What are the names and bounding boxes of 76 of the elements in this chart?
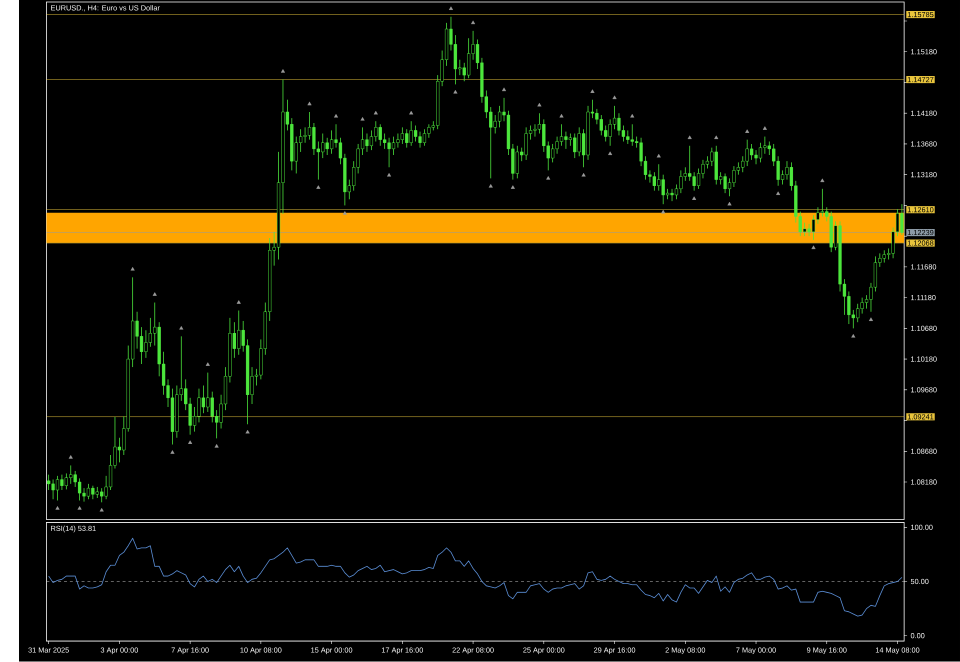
point xyxy=(762,126,767,130)
point xyxy=(236,300,241,304)
point xyxy=(448,6,454,10)
point xyxy=(68,455,73,459)
candlestick xyxy=(754,150,758,165)
point xyxy=(409,111,414,115)
point xyxy=(661,210,666,214)
point xyxy=(100,508,104,512)
candlestick xyxy=(696,168,700,190)
point xyxy=(55,506,60,510)
point xyxy=(206,362,210,366)
point xyxy=(307,102,312,106)
candlestick xyxy=(422,128,426,146)
candlestick xyxy=(365,133,369,152)
point xyxy=(510,185,515,190)
point xyxy=(152,292,157,296)
candlestick xyxy=(396,133,400,148)
point xyxy=(776,192,780,196)
candlestick xyxy=(560,124,564,146)
point xyxy=(342,211,347,215)
candlestick xyxy=(51,479,55,500)
candlestick xyxy=(617,112,621,136)
point xyxy=(334,114,338,118)
candlestick xyxy=(732,166,736,188)
point xyxy=(214,444,219,448)
point xyxy=(170,450,174,454)
point xyxy=(471,20,476,24)
candlestick xyxy=(670,188,674,202)
point xyxy=(453,90,458,94)
candlestick xyxy=(312,122,316,156)
candlestick xyxy=(392,136,396,156)
point xyxy=(745,129,750,134)
point xyxy=(851,334,856,338)
point xyxy=(78,506,82,510)
point xyxy=(488,184,493,188)
point xyxy=(360,117,365,121)
point xyxy=(188,440,192,444)
point xyxy=(727,202,732,206)
point xyxy=(374,111,378,115)
point xyxy=(582,173,586,177)
point xyxy=(130,267,135,271)
candlestick xyxy=(418,131,422,148)
point xyxy=(502,88,506,92)
point xyxy=(559,114,564,118)
point xyxy=(868,318,874,322)
point xyxy=(179,326,184,330)
point xyxy=(612,96,617,100)
point xyxy=(546,176,550,180)
candlestick xyxy=(303,127,307,144)
point xyxy=(280,69,286,73)
point xyxy=(688,136,692,140)
point xyxy=(316,185,320,190)
candlestick xyxy=(56,476,60,502)
candlestick xyxy=(86,484,90,500)
candlestick xyxy=(144,330,148,358)
point xyxy=(387,173,392,177)
point xyxy=(630,114,634,118)
candlestick xyxy=(60,474,64,491)
point xyxy=(246,430,250,434)
candlestick xyxy=(387,138,391,168)
point xyxy=(656,154,661,158)
point xyxy=(537,103,542,107)
point xyxy=(820,178,824,182)
candlestick xyxy=(555,136,559,154)
candlestick xyxy=(564,131,568,150)
candlestick xyxy=(812,215,816,240)
candlestick xyxy=(723,173,727,194)
candlestick xyxy=(900,204,904,236)
point xyxy=(590,90,594,94)
point xyxy=(714,136,718,140)
point xyxy=(692,196,696,200)
candlestick xyxy=(533,124,537,138)
point xyxy=(811,246,816,250)
candlestick xyxy=(758,142,762,163)
point xyxy=(608,152,612,156)
candlestick xyxy=(197,388,201,423)
